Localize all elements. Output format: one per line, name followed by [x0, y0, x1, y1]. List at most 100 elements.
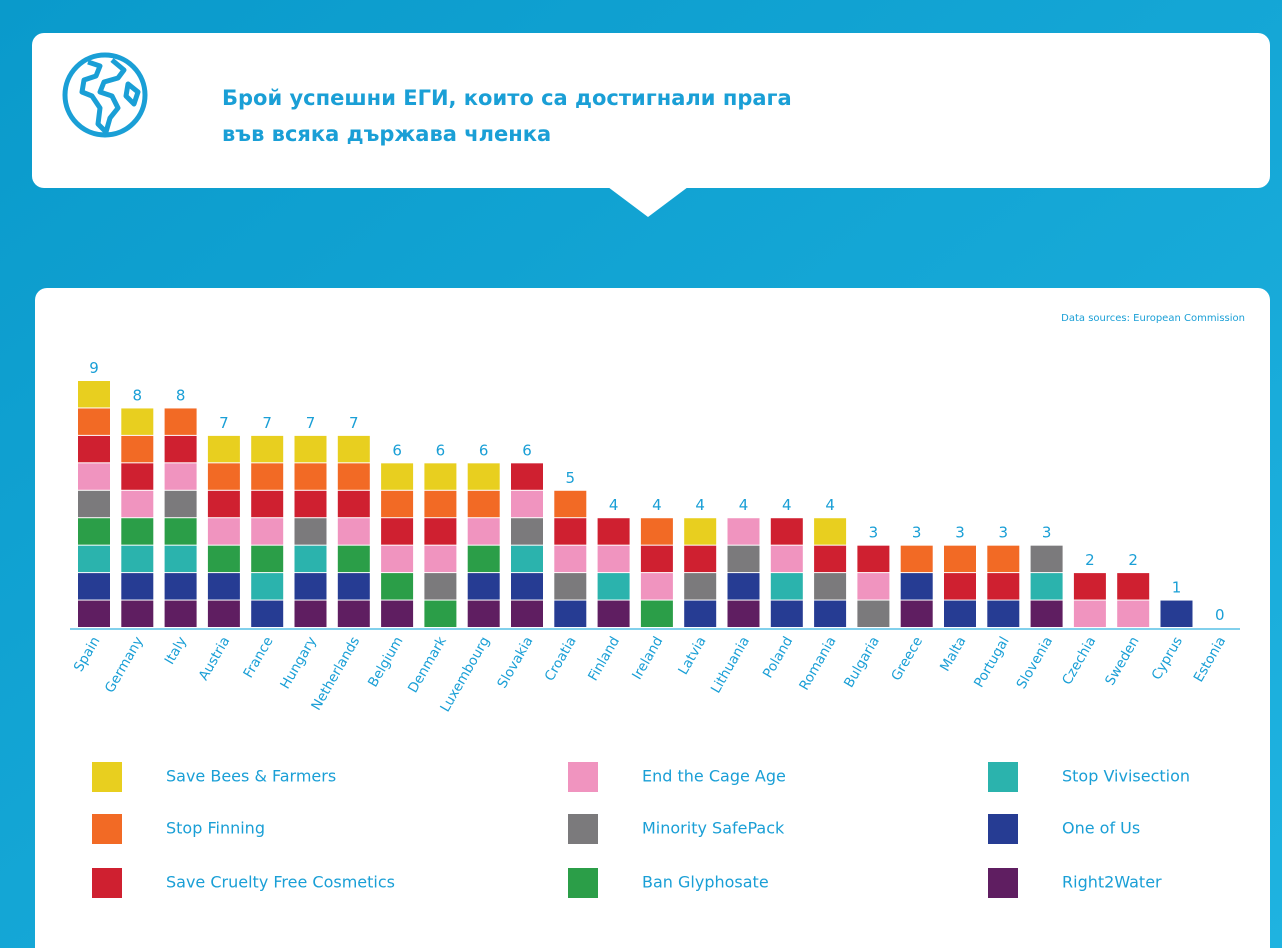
bar-segment: [164, 600, 197, 627]
bar-segment: [381, 463, 414, 490]
bar-segment: [900, 573, 933, 600]
bar-segment: [424, 463, 457, 490]
bar-segment: [814, 545, 847, 573]
legend-swatch: [568, 868, 598, 898]
total-label: 7: [219, 414, 229, 432]
bar-segment: [424, 490, 457, 518]
bar-segment: [424, 573, 457, 600]
bar-segment: [251, 463, 284, 490]
bar-segment: [78, 463, 110, 490]
total-label: 4: [739, 496, 749, 514]
title-line: във всяка държава членка: [222, 122, 551, 146]
legend-label: Save Cruelty Free Cosmetics: [166, 873, 395, 892]
bar-segment: [294, 545, 327, 573]
bar-segment: [207, 435, 240, 463]
bar-segment: [1073, 573, 1106, 600]
bar-segment: [381, 490, 414, 518]
bar-segment: [554, 518, 587, 545]
bar-segment: [1117, 600, 1150, 627]
bar-segment: [424, 545, 457, 573]
bar-segment: [597, 518, 630, 545]
bar-segment: [814, 600, 847, 627]
legend-label: Stop Finning: [166, 819, 265, 838]
total-label: 3: [999, 524, 1009, 542]
total-label: 9: [89, 359, 99, 377]
bar-segment: [207, 600, 240, 627]
bar-segment: [294, 435, 327, 463]
bar-segment: [207, 518, 240, 545]
total-label: 8: [133, 386, 143, 404]
bar-segment: [294, 463, 327, 490]
bar-segment: [554, 545, 587, 573]
bar-segment: [337, 518, 370, 545]
legend-swatch: [568, 762, 598, 792]
bar-segment: [597, 600, 630, 627]
legend-label: End the Cage Age: [642, 767, 786, 786]
bar-segment: [727, 573, 760, 600]
bar-segment: [251, 490, 284, 518]
total-label: 2: [1085, 551, 1095, 569]
bar-segment: [640, 518, 673, 545]
bar-segment: [294, 600, 327, 627]
total-label: 3: [1042, 524, 1052, 542]
bar-segment: [121, 435, 154, 463]
bar-segment: [900, 545, 933, 573]
legend-swatch: [988, 814, 1018, 844]
bar-segment: [78, 573, 110, 600]
legend-swatch: [92, 868, 122, 898]
bar-segment: [207, 463, 240, 490]
bar-segment: [467, 600, 500, 627]
bar-segment: [164, 463, 197, 490]
bar-segment: [1030, 600, 1063, 627]
bar-segment: [121, 490, 154, 518]
bar-segment: [554, 600, 587, 627]
bar-segment: [164, 435, 197, 463]
legend-swatch: [568, 814, 598, 844]
bar-segment: [987, 600, 1020, 627]
bar-segment: [944, 600, 976, 627]
bar-segment: [294, 573, 327, 600]
bar-segment: [251, 435, 284, 463]
bar-segment: [857, 600, 890, 627]
title-card: [32, 33, 1270, 188]
bar-segment: [554, 573, 587, 600]
bar-segment: [684, 518, 717, 545]
bar-segment: [770, 545, 803, 573]
card-pointer: [608, 187, 688, 217]
total-label: 8: [176, 386, 186, 404]
bar-segment: [467, 545, 500, 573]
bar-segment: [164, 545, 197, 573]
bar-segment: [467, 573, 500, 600]
bar-segment: [857, 545, 890, 573]
bar-segment: [597, 573, 630, 600]
total-label: 5: [566, 469, 576, 487]
bar-segment: [121, 518, 154, 545]
bar-segment: [944, 573, 976, 600]
bar-segment: [727, 518, 760, 545]
bar-segment: [857, 573, 890, 600]
bar-segment: [1117, 573, 1150, 600]
bar-segment: [164, 490, 197, 518]
bar-segment: [424, 518, 457, 545]
legend-label: Stop Vivisection: [1062, 767, 1190, 786]
total-label: 3: [955, 524, 965, 542]
bar-segment: [337, 435, 370, 463]
total-label: 3: [912, 524, 922, 542]
bar-segment: [770, 573, 803, 600]
bar-segment: [381, 545, 414, 573]
legend-label: Ban Glyphosate: [642, 873, 769, 892]
total-label: 0: [1215, 606, 1225, 624]
legend-label: Save Bees & Farmers: [166, 767, 336, 786]
bar-segment: [207, 490, 240, 518]
legend-swatch: [988, 868, 1018, 898]
bar-segment: [1073, 600, 1106, 627]
bar-segment: [207, 573, 240, 600]
legend-label: One of Us: [1062, 819, 1140, 838]
bar-segment: [770, 518, 803, 545]
legend-swatch: [988, 762, 1018, 792]
total-label: 4: [695, 496, 705, 514]
legend-swatch: [92, 762, 122, 792]
bar-segment: [251, 573, 284, 600]
bar-segment: [164, 518, 197, 545]
